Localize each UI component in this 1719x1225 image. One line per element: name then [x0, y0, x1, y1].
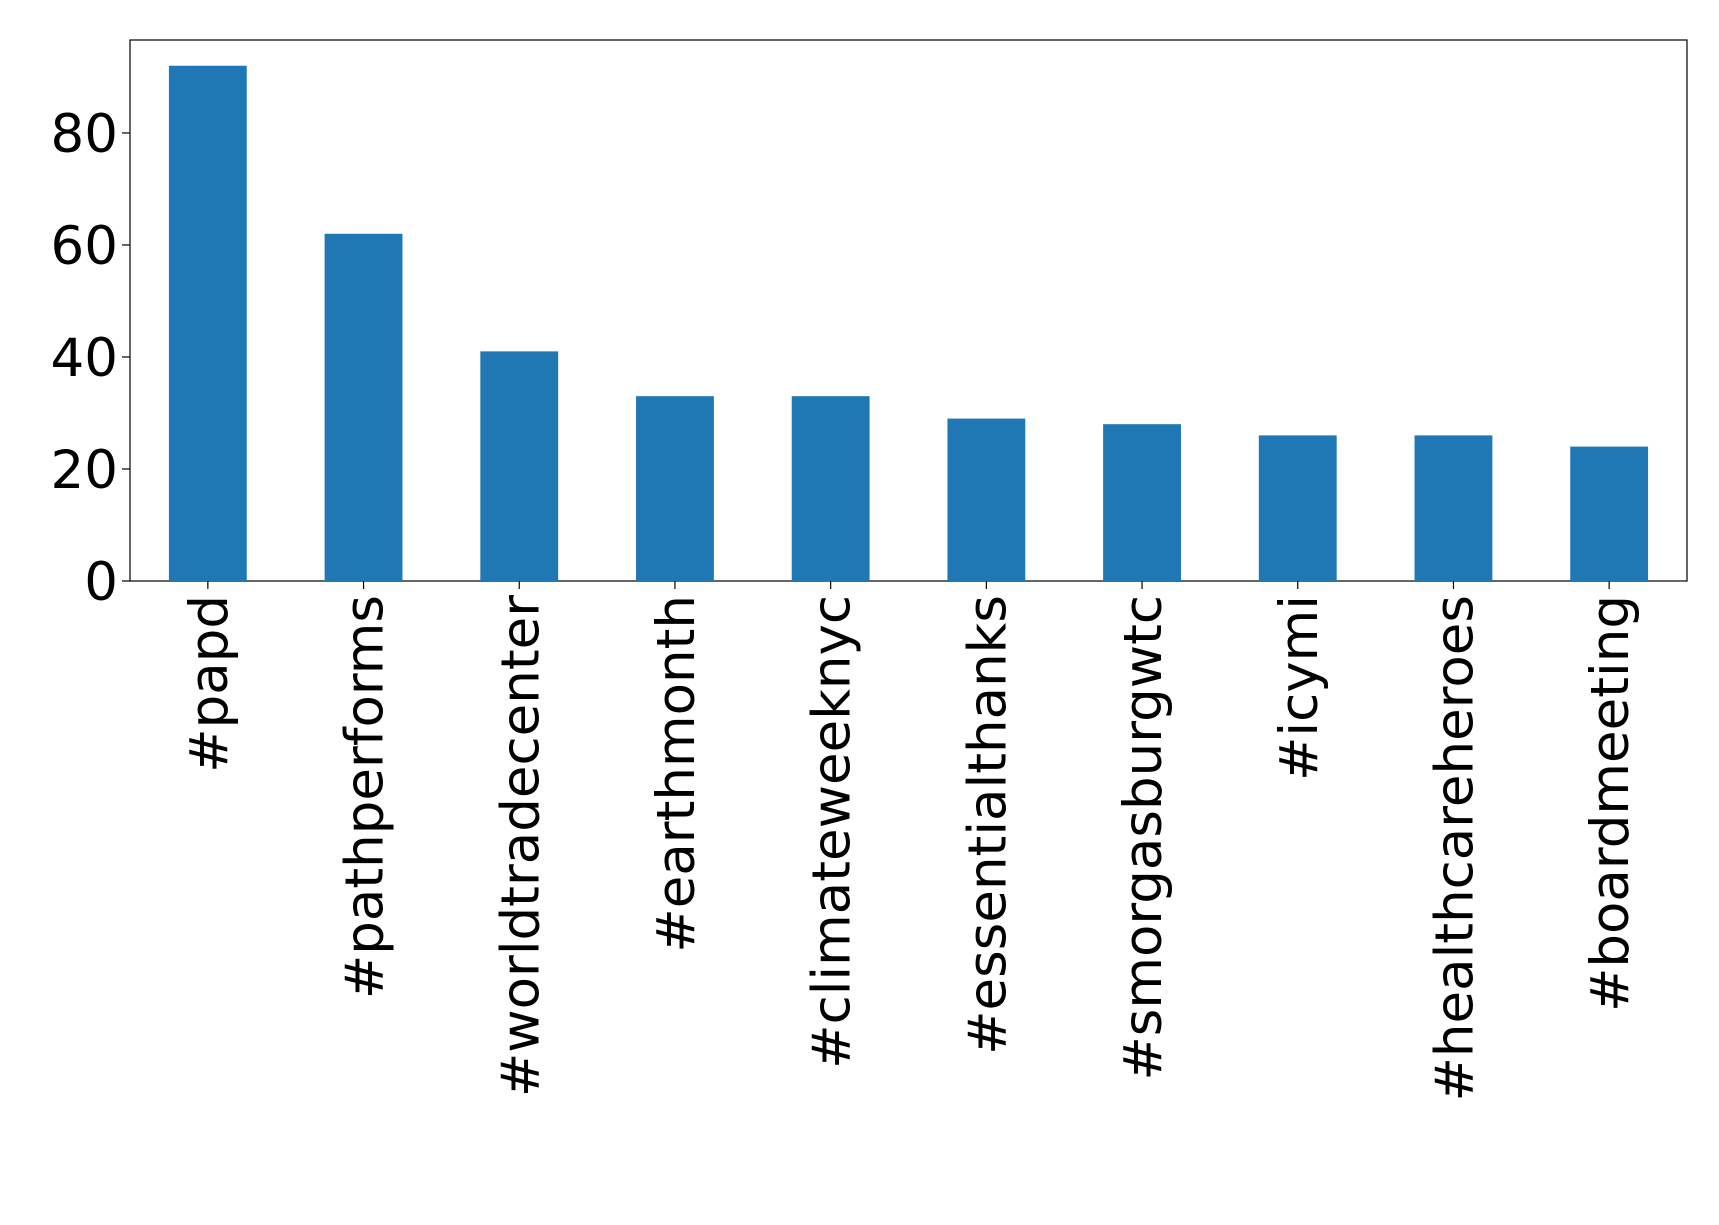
bar [1570, 446, 1649, 581]
y-tick-label: 80 [51, 104, 118, 165]
x-tick-label: #boardmeeting [1580, 595, 1641, 1012]
x-tick-label: #climateweeknyc [802, 595, 863, 1069]
y-tick-label: 20 [51, 440, 118, 501]
bar [1258, 435, 1337, 581]
bar [947, 418, 1026, 581]
plot-frame [129, 39, 1688, 582]
x-tick-label: #earthmonth [646, 595, 707, 953]
bar [636, 396, 714, 581]
y-tick-label: 40 [51, 328, 118, 389]
y-tick-label: 60 [51, 216, 118, 277]
x-tick-label: #healthcareheroes [1424, 595, 1485, 1102]
x-tick-label: #papd [179, 595, 240, 773]
bar [168, 65, 247, 581]
bar [324, 233, 403, 581]
bar [1414, 435, 1493, 581]
y-tick-label: 0 [84, 552, 118, 613]
bar [480, 351, 559, 581]
bar [1103, 424, 1181, 581]
bar [791, 396, 870, 581]
x-tick-label: #smorgasburgwtc [1113, 595, 1174, 1081]
x-tick-label: #worldtradecenter [490, 595, 551, 1097]
x-tick-label: #essentialthanks [957, 595, 1018, 1055]
x-tick-label: #pathperforms [335, 595, 396, 999]
x-tick-label: #icymi [1269, 595, 1330, 781]
